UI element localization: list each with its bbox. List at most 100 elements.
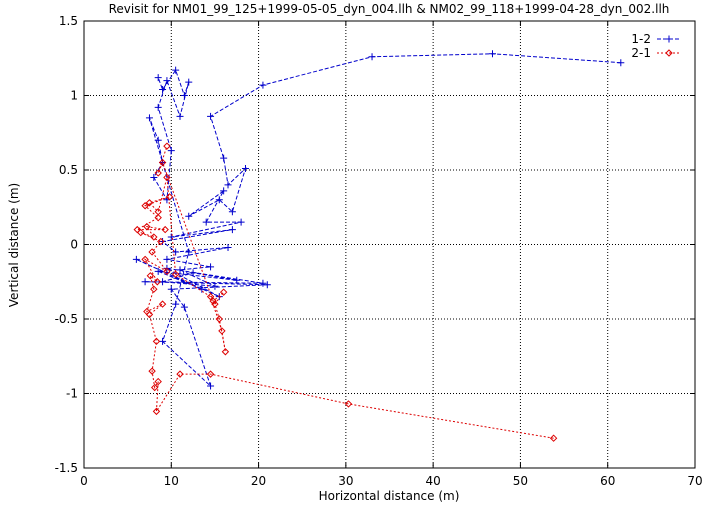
data-point-1-2 [172, 300, 180, 308]
data-point-2-1 [211, 300, 219, 308]
y-tick-label: -1 [66, 387, 78, 401]
data-point-1-2 [263, 281, 271, 289]
data-point-1-2 [237, 218, 245, 226]
grid [84, 21, 695, 468]
data-point-2-1 [215, 315, 224, 323]
series-line-2-1 [135, 146, 554, 439]
data-point-2-1 [219, 288, 228, 296]
x-tick-label: 10 [164, 474, 179, 488]
data-point-2-1 [206, 292, 215, 301]
data-point-2-1 [145, 199, 154, 207]
data-point-2-1 [221, 348, 230, 356]
data-point-1-2 [211, 282, 219, 290]
y-tick-label: 0.5 [59, 163, 78, 177]
data-point-2-1 [154, 213, 162, 222]
data-point-1-2 [172, 248, 180, 256]
data-point-2-1 [141, 202, 149, 210]
data-point-1-2 [167, 233, 175, 241]
x-axis-label: Horizontal distance (m) [319, 489, 460, 503]
data-point-2-1 [148, 248, 156, 256]
data-point-1-2 [220, 187, 228, 195]
data-point-2-1 [150, 285, 158, 293]
data-point-2-1 [158, 158, 167, 167]
data-point-2-1 [163, 173, 171, 182]
data-point-1-2 [172, 66, 180, 74]
data-point-2-1 [150, 233, 158, 241]
data-point-1-2 [207, 263, 215, 271]
data-point-2-1 [218, 327, 226, 335]
data-point-1-2 [207, 382, 215, 390]
data-point-2-1 [158, 300, 167, 308]
data-point-1-2 [224, 181, 232, 189]
y-tick-label: 1.5 [59, 14, 78, 28]
x-tick-label: 70 [687, 474, 702, 488]
x-tick-label: 50 [513, 474, 528, 488]
data-point-1-2 [233, 276, 241, 284]
y-tick-label: -1.5 [55, 461, 78, 475]
data-point-2-1 [153, 278, 162, 286]
series-2-1 [133, 142, 558, 442]
data-point-2-1 [154, 377, 162, 386]
x-tick-label: 60 [600, 474, 615, 488]
data-point-1-2 [617, 59, 625, 67]
data-point-2-1 [209, 297, 217, 305]
data-point-2-1 [163, 267, 171, 276]
data-point-1-2 [185, 78, 193, 86]
data-point-1-2 [176, 266, 184, 274]
series [132, 50, 625, 442]
data-point-2-1 [161, 225, 169, 234]
legend-marker-1-2 [665, 35, 673, 43]
data-point-1-2 [167, 147, 175, 155]
data-point-2-1 [163, 142, 171, 150]
data-point-1-2 [154, 136, 162, 144]
data-point-2-1 [154, 169, 162, 177]
data-point-1-2 [189, 269, 197, 277]
legend-sample-1-2 [657, 35, 681, 43]
data-point-1-2 [368, 53, 376, 61]
data-point-1-2 [259, 81, 267, 89]
data-point-2-1 [206, 370, 215, 378]
legend-sample-2-1 [657, 49, 681, 57]
data-point-1-2 [259, 279, 267, 287]
data-point-1-2 [207, 112, 215, 120]
chart-title: Revisit for NM01_99_125+1999-05-05_dyn_0… [109, 2, 670, 16]
legend-marker-2-1 [665, 49, 673, 57]
data-point-2-1 [165, 193, 174, 201]
data-point-2-1 [549, 434, 558, 442]
x-tick-label: 20 [251, 474, 266, 488]
data-point-1-2 [159, 86, 167, 94]
data-point-2-1 [146, 272, 155, 280]
data-point-1-2 [154, 74, 162, 82]
data-point-2-1 [154, 208, 162, 216]
legend: 1-2 2-1 [631, 32, 681, 60]
data-point-2-1 [152, 337, 161, 346]
y-tick-label: -0.5 [55, 312, 78, 326]
data-point-1-2 [180, 92, 188, 99]
data-point-1-2 [150, 173, 158, 181]
data-point-1-2 [224, 243, 232, 251]
data-point-2-1 [152, 407, 161, 416]
x-tick-label: 0 [80, 474, 88, 488]
data-point-1-2 [145, 114, 153, 122]
data-point-1-2 [202, 218, 210, 226]
data-point-1-2 [154, 267, 162, 275]
data-point-2-1 [344, 400, 353, 408]
data-point-2-1 [143, 307, 151, 316]
data-point-2-1 [157, 237, 165, 246]
data-point-1-2 [141, 278, 149, 286]
data-point-1-2 [228, 208, 236, 216]
series-1-2 [132, 50, 625, 390]
data-point-2-1 [143, 222, 151, 231]
data-point-1-2 [163, 255, 171, 263]
data-point-1-2 [154, 103, 162, 111]
data-point-1-2 [228, 226, 236, 234]
data-point-2-1 [176, 370, 184, 378]
data-point-1-2 [215, 196, 223, 204]
y-axis-label: Vertical distance (m) [7, 183, 21, 307]
data-point-2-1 [148, 367, 156, 375]
data-point-2-1 [150, 383, 159, 392]
data-point-1-2 [185, 212, 193, 220]
data-point-1-2 [132, 255, 140, 263]
legend-label-2-1: 2-1 [631, 46, 651, 60]
